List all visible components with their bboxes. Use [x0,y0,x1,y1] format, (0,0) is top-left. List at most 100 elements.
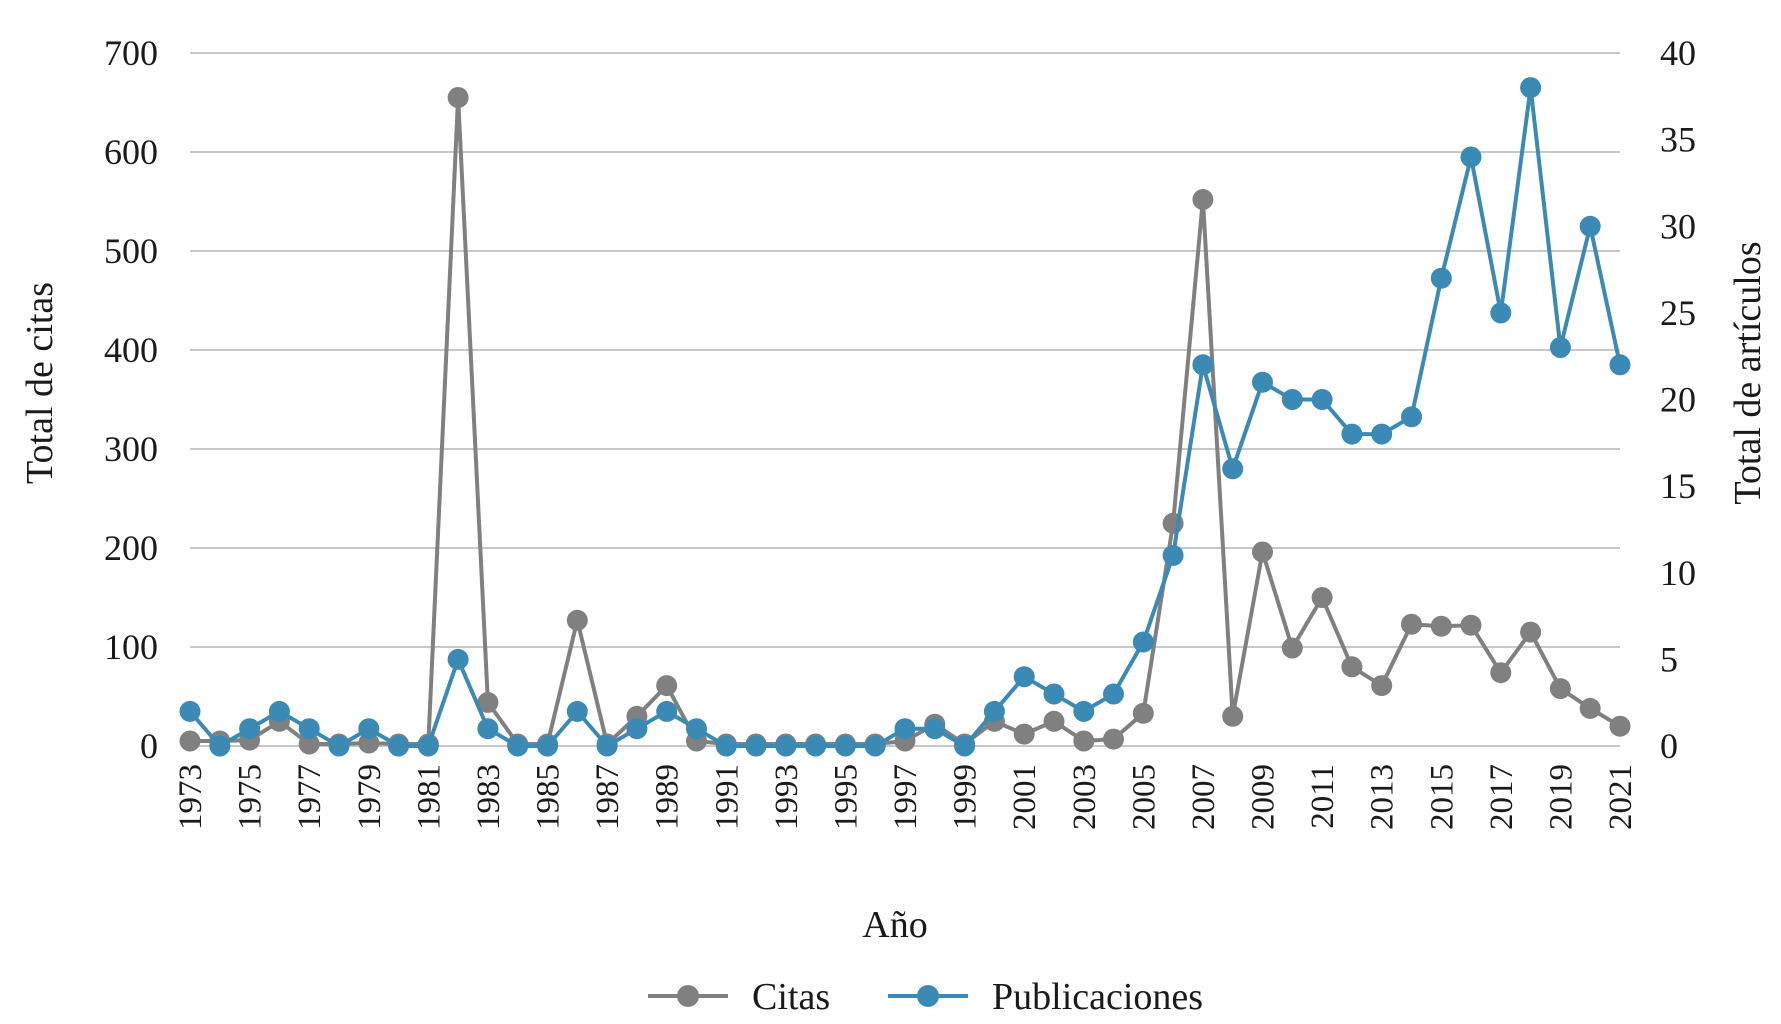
x-tick-label: 1983 [471,764,507,830]
data-point-publicaciones [1281,389,1303,410]
x-tick-label: 1997 [888,764,924,830]
data-point-publicaciones [447,648,469,670]
data-point-publicaciones [1460,146,1482,168]
right-y-tick-label: 35 [1660,120,1696,160]
data-point-publicaciones [1371,423,1393,445]
data-point-publicaciones [1490,302,1512,324]
data-point-publicaciones [1192,354,1214,376]
x-tick-label: 2009 [1246,764,1282,830]
data-point-publicaciones [179,700,201,722]
data-point-publicaciones [477,718,499,740]
legend-item-publicaciones: Publicaciones [888,976,1203,1018]
data-point-citas [656,675,678,697]
data-point-publicaciones [864,735,886,757]
data-point-publicaciones [834,735,856,757]
x-tick-label: 2017 [1484,764,1520,830]
x-tick-label: 2013 [1365,764,1401,830]
data-point-citas [1103,728,1124,750]
data-point-citas [1252,541,1273,563]
data-point-citas [1222,705,1244,727]
x-tick-label: 1993 [769,764,805,830]
series-publicaciones [179,77,1631,757]
data-point-publicaciones [388,735,409,757]
data-point-citas [447,87,469,108]
data-point-publicaciones [1162,544,1184,566]
data-point-publicaciones [1311,389,1333,410]
right-y-tick-label: 5 [1660,639,1678,679]
x-tick-label: 1975 [233,764,269,830]
data-point-citas [1609,715,1631,737]
legend-marker-publicaciones [917,985,939,1007]
data-point-publicaciones [983,700,1005,722]
x-tick-label: 2005 [1126,764,1162,830]
data-point-publicaciones [686,718,707,740]
data-point-citas [1073,730,1095,752]
right-y-tick-label: 40 [1660,33,1696,73]
data-point-publicaciones [1341,423,1363,445]
data-point-citas [1341,656,1363,678]
data-point-citas [1490,662,1512,684]
data-point-citas [1043,710,1065,732]
data-point-publicaciones [715,735,737,757]
data-point-publicaciones [924,718,946,740]
right-y-axis-ticks: 0 5 10 15 20 25 30 35 40 [1660,33,1696,766]
data-point-publicaciones [537,735,558,757]
right-y-tick-label: 0 [1660,726,1678,766]
left-y-tick-label: 0 [140,726,158,766]
data-point-publicaciones [507,735,529,757]
data-point-citas [298,733,320,755]
x-tick-label: 2003 [1067,764,1103,830]
data-point-publicaciones [1579,215,1601,237]
data-point-publicaciones [298,718,320,740]
legend-label-citas: Citas [752,976,830,1018]
data-point-publicaciones [1073,700,1095,722]
data-point-publicaciones [1520,77,1542,99]
data-point-publicaciones [1549,337,1571,358]
data-point-citas [477,691,499,713]
left-y-tick-label: 600 [104,132,158,172]
data-point-publicaciones [417,735,439,757]
gridlines [190,52,1620,747]
x-tick-label: 1987 [590,764,626,830]
left-y-tick-label: 400 [104,330,158,370]
data-point-citas [1311,587,1333,608]
data-point-citas [566,609,588,631]
x-tick-label: 2007 [1186,764,1222,830]
x-tick-label: 1991 [709,764,745,830]
legend-marker-citas [677,985,699,1007]
data-point-publicaciones [1013,666,1035,688]
data-point-publicaciones [1043,683,1065,705]
data-point-publicaciones [566,700,588,722]
legend-item-citas: Citas [648,976,830,1018]
data-point-citas [1579,697,1601,719]
left-y-axis-ticks: 0 100 200 300 400 500 600 700 [104,33,158,766]
data-point-citas [1401,613,1422,635]
data-point-publicaciones [1252,371,1273,393]
data-point-publicaciones [358,718,380,740]
data-point-citas [1281,637,1303,659]
data-point-citas [1013,723,1035,745]
series [179,77,1631,757]
x-tick-label: 2001 [1007,764,1043,830]
x-tick-label: 2019 [1543,764,1579,830]
x-tick-label: 1999 [948,764,984,830]
right-y-tick-label: 25 [1660,293,1696,333]
data-point-publicaciones [328,735,350,757]
left-y-tick-label: 300 [104,429,158,469]
data-point-publicaciones [745,735,767,757]
x-tick-label: 1995 [828,764,864,830]
x-tick-label: 2021 [1603,764,1639,830]
legend: Citas Publicaciones [648,976,1203,1018]
right-y-tick-label: 15 [1660,466,1696,506]
data-point-citas [1371,675,1393,697]
x-tick-label: 1989 [650,764,686,830]
data-point-publicaciones [1222,458,1244,480]
left-y-tick-label: 700 [104,33,158,73]
data-point-citas [1192,189,1214,210]
x-tick-label: 1979 [352,764,388,830]
right-y-axis-title: Total de artículos [1727,241,1769,504]
data-point-publicaciones [954,735,976,757]
data-point-publicaciones [775,735,797,757]
data-point-citas [1430,615,1452,637]
left-y-axis-title: Total de citas [19,282,61,484]
